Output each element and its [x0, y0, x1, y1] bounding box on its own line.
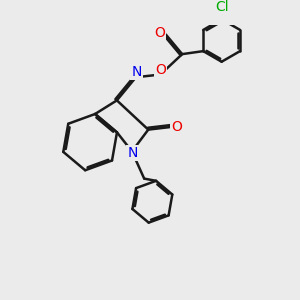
Text: O: O	[155, 63, 167, 76]
Text: Cl: Cl	[215, 0, 228, 14]
Text: N: N	[127, 146, 138, 160]
Text: O: O	[171, 120, 182, 134]
Text: N: N	[131, 65, 142, 80]
Text: O: O	[154, 26, 165, 40]
